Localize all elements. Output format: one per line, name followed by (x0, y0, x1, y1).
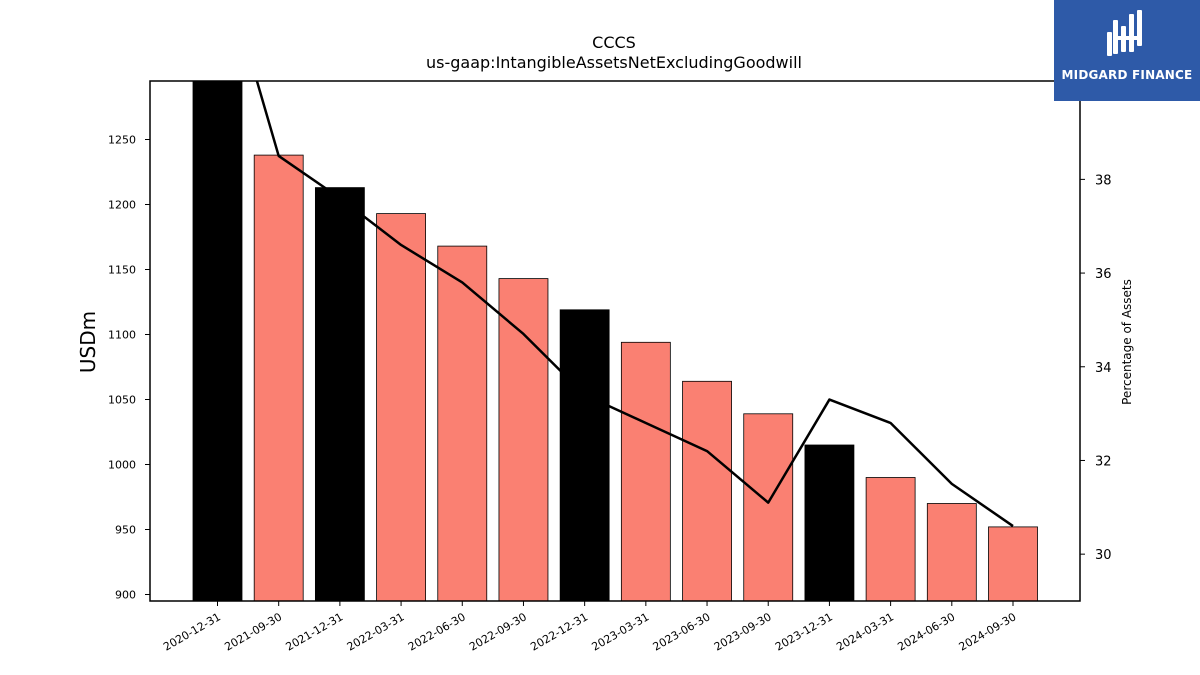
bar (192, 81, 243, 601)
y-tick-label: 1250 (108, 134, 136, 147)
bar (376, 213, 426, 601)
x-tick-label: 2024-06-30 (895, 610, 957, 653)
bar (314, 187, 365, 601)
bar (926, 503, 977, 601)
bar (253, 154, 304, 601)
series-line (255, 81, 1014, 528)
x-tick-label: 2023-12-31 (773, 610, 835, 653)
x-tick-label: 2021-09-30 (222, 610, 284, 653)
logo-text: MIDGARD FINANCE (1061, 68, 1193, 82)
chart-title: CCCS (592, 33, 636, 52)
y-axis-label: USDm (76, 311, 100, 373)
y-tick-label: 1200 (108, 199, 136, 212)
y-tick-label: 950 (115, 524, 136, 537)
bar (498, 278, 549, 601)
x-tick-label: 2023-03-31 (589, 610, 651, 653)
chart-subtitle: us-gaap:IntangibleAssetsNetExcludingGood… (426, 53, 802, 72)
plot-area: 900 950 1000 1050 1100 1150 1200 1250 30 32 34 36 38… (108, 80, 1112, 654)
x-tick-label: 2022-12-31 (528, 610, 590, 653)
bar (682, 380, 732, 601)
y2-tick-label: 36 (1095, 267, 1112, 282)
x-tick-label: 2023-09-30 (712, 610, 774, 653)
plot-frame (149, 80, 1081, 602)
x-tick-label: 2024-09-30 (957, 610, 1019, 653)
bar (437, 245, 488, 601)
bar (559, 309, 610, 601)
y2-axis-label: Percentage of Assets (1120, 279, 1134, 405)
x-tick-label: 2023-06-30 (651, 610, 713, 653)
bar (865, 477, 916, 601)
x-tick-label: 2022-06-30 (406, 610, 468, 653)
y2-tick-label: 32 (1095, 454, 1112, 469)
y2-tick-label: 34 (1095, 361, 1112, 376)
bar (743, 413, 794, 601)
bar (620, 341, 671, 601)
x-tick-label: 2022-09-30 (467, 610, 529, 653)
y-tick-label: 1050 (108, 394, 136, 407)
bar (988, 526, 1038, 601)
y2-tick-label: 30 (1095, 548, 1112, 563)
y-tick-label: 1150 (108, 264, 136, 277)
x-tick-label: 2024-03-31 (834, 610, 896, 653)
midgard-finance-logo: MIDGARD FINANCE (1054, 0, 1200, 101)
x-tick-label: 2021-12-31 (284, 610, 346, 653)
y-tick-label: 1100 (108, 329, 136, 342)
bar (804, 444, 855, 601)
x-tick-label: 2020-12-31 (161, 610, 223, 653)
y-tick-label: 1000 (108, 459, 136, 472)
y-tick-label: 900 (115, 589, 136, 602)
y2-tick-label: 38 (1095, 173, 1112, 188)
x-tick-label: 2022-03-31 (345, 610, 407, 653)
plot-clipped-group (192, 81, 1038, 601)
midgard-logo-mark-icon (1107, 10, 1142, 56)
